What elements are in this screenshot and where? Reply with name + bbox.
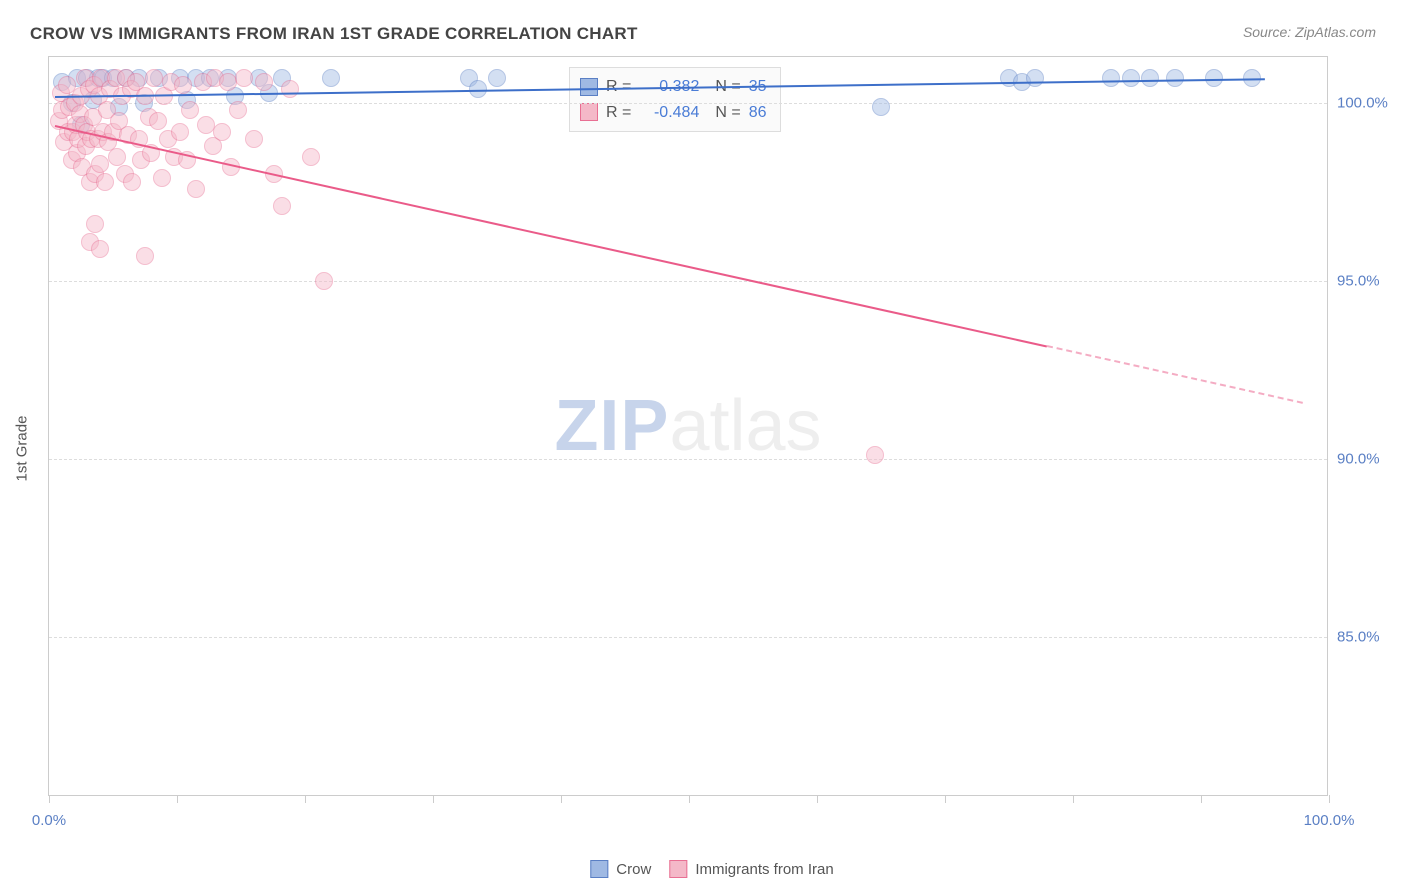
iran-point [108, 148, 126, 166]
gridline [49, 281, 1327, 282]
x-tick [1329, 795, 1330, 803]
gridline [49, 637, 1327, 638]
iran-point [174, 76, 192, 94]
x-tick [561, 795, 562, 803]
crow-point [1122, 69, 1140, 87]
y-tick-label: 90.0% [1337, 451, 1397, 468]
watermark: ZIPatlas [554, 385, 821, 467]
iran-point [91, 155, 109, 173]
regression-line [1047, 345, 1303, 404]
iran-point [149, 112, 167, 130]
x-tick-label: 0.0% [32, 812, 66, 829]
watermark-atlas: atlas [669, 386, 821, 466]
legend-swatch [669, 860, 687, 878]
x-tick [689, 795, 690, 803]
x-tick [817, 795, 818, 803]
x-tick [1201, 795, 1202, 803]
crow-point [1102, 69, 1120, 87]
plot-area: ZIPatlas R =0.382N =35R =-0.484N =86 85.… [48, 56, 1328, 796]
y-tick-label: 95.0% [1337, 273, 1397, 290]
iran-point [255, 73, 273, 91]
y-tick-label: 85.0% [1337, 628, 1397, 645]
crow-point [322, 69, 340, 87]
x-tick [305, 795, 306, 803]
iran-point [866, 446, 884, 464]
chart-container: ZIPatlas R =0.382N =35R =-0.484N =86 85.… [48, 56, 1376, 842]
iran-point [91, 240, 109, 258]
crow-point [1166, 69, 1184, 87]
iran-point [229, 101, 247, 119]
iran-point [281, 80, 299, 98]
iran-point [315, 272, 333, 290]
series-legend: Crow Immigrants from Iran [590, 860, 833, 878]
x-tick-label: 100.0% [1304, 812, 1355, 829]
iran-point [213, 123, 231, 141]
iran-point [153, 169, 171, 187]
iran-point [171, 123, 189, 141]
crow-point [1141, 69, 1159, 87]
x-tick [49, 795, 50, 803]
y-tick-label: 100.0% [1337, 95, 1397, 112]
legend-item: Crow [590, 860, 651, 878]
iran-point [96, 173, 114, 191]
iran-point [123, 173, 141, 191]
iran-point [235, 69, 253, 87]
iran-point [86, 215, 104, 233]
iran-point [145, 69, 163, 87]
chart-header: CROW VS IMMIGRANTS FROM IRAN 1ST GRADE C… [0, 0, 1406, 50]
iran-point [181, 101, 199, 119]
iran-point [187, 180, 205, 198]
legend-item: Immigrants from Iran [669, 860, 833, 878]
x-tick [945, 795, 946, 803]
gridline [49, 459, 1327, 460]
iran-point [245, 130, 263, 148]
crow-point [488, 69, 506, 87]
iran-point [273, 197, 291, 215]
crow-point [1026, 69, 1044, 87]
iran-point [302, 148, 320, 166]
source-attribution: Source: ZipAtlas.com [1243, 24, 1376, 40]
crow-point [872, 98, 890, 116]
stats-legend-box: R =0.382N =35R =-0.484N =86 [569, 67, 781, 132]
regression-line [55, 125, 1047, 348]
y-axis-title: 1st Grade [14, 416, 31, 482]
x-tick [177, 795, 178, 803]
legend-label: Immigrants from Iran [695, 861, 833, 878]
legend-swatch [580, 103, 598, 121]
watermark-zip: ZIP [554, 386, 669, 466]
x-tick [433, 795, 434, 803]
legend-swatch [580, 78, 598, 96]
x-tick [1073, 795, 1074, 803]
chart-title: CROW VS IMMIGRANTS FROM IRAN 1ST GRADE C… [30, 24, 638, 44]
legend-swatch [590, 860, 608, 878]
legend-label: Crow [616, 861, 651, 878]
iran-point [136, 247, 154, 265]
